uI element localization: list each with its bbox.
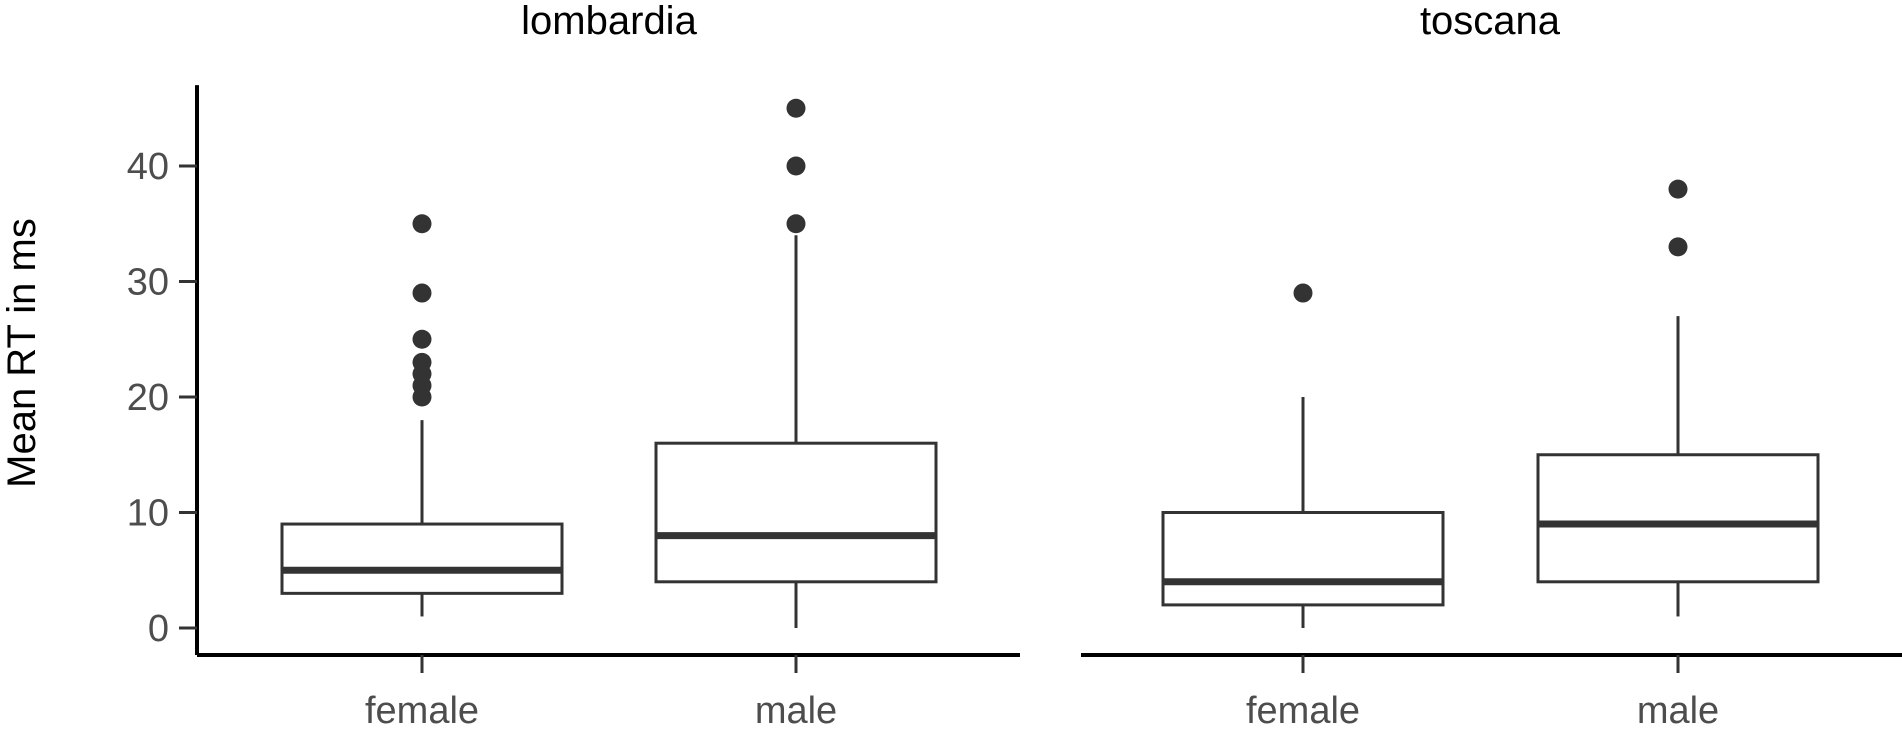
x-tick-label-toscana-male: male xyxy=(1637,690,1719,732)
outlier-point-lombardia-female-6 xyxy=(412,214,432,234)
outlier-point-toscana-female-0 xyxy=(1293,283,1313,303)
outlier-point-lombardia-male-1 xyxy=(786,156,806,176)
outlier-point-toscana-male-0 xyxy=(1668,237,1688,257)
box-lombardia-female xyxy=(280,522,564,595)
x-tick-label-lombardia-female: female xyxy=(365,690,479,732)
facet-title-toscana: toscana xyxy=(1420,0,1561,43)
outlier-point-lombardia-male-0 xyxy=(786,214,806,234)
outlier-point-lombardia-female-5 xyxy=(412,283,432,303)
y-tick-label-0: 0 xyxy=(148,608,169,650)
outlier-point-lombardia-female-4 xyxy=(412,329,432,349)
y-axis-title: Mean RT in ms xyxy=(0,218,44,488)
facet-title-lombardia: lombardia xyxy=(521,0,697,43)
outlier-point-toscana-male-1 xyxy=(1668,179,1688,199)
y-tick-label-10: 10 xyxy=(127,493,169,535)
y-tick-label-30: 30 xyxy=(127,262,169,304)
box-toscana-male xyxy=(1536,453,1820,584)
y-tick-label-20: 20 xyxy=(127,377,169,419)
outlier-point-lombardia-female-3 xyxy=(412,352,432,372)
y-tick-label-40: 40 xyxy=(127,146,169,188)
x-tick-label-toscana-female: female xyxy=(1246,690,1360,732)
x-tick-label-lombardia-male: male xyxy=(755,690,837,732)
facet-titles: lombardia toscana xyxy=(521,0,1561,43)
outlier-point-lombardia-male-2 xyxy=(786,98,806,118)
box-lombardia-male xyxy=(654,441,938,584)
box-toscana-female xyxy=(1161,511,1445,607)
plot-area: 0 10 20 30 40 female male female male xyxy=(127,85,1902,732)
